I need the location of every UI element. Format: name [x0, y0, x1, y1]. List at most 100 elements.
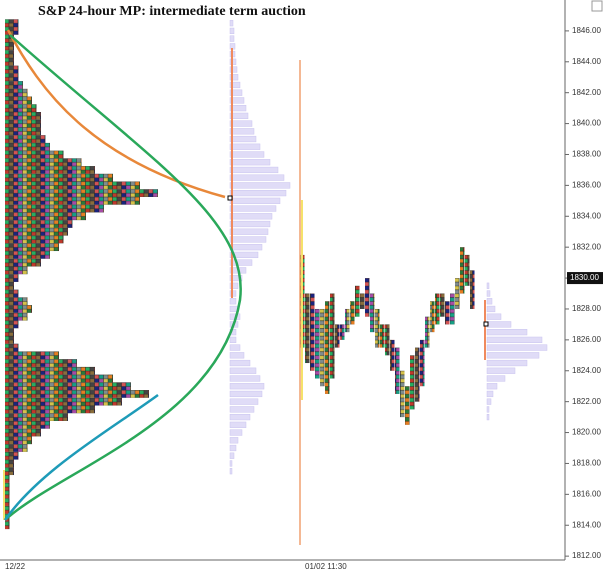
volume-bar — [229, 182, 291, 189]
volume-bar — [486, 282, 490, 289]
volume-bar — [229, 143, 261, 150]
y-tick-label: 1812.00 — [572, 551, 601, 560]
volume-bar — [229, 259, 253, 266]
volume-bar — [229, 89, 243, 96]
volume-bar — [229, 197, 281, 204]
volume-bar — [486, 359, 528, 367]
tpo-column — [375, 308, 380, 348]
volume-bar — [486, 329, 528, 336]
x-tick-label: 01/02 11:30 — [305, 562, 347, 571]
tpo-column — [420, 339, 425, 387]
tpo-column — [405, 386, 410, 425]
volume-bar — [486, 298, 493, 305]
tpo-row — [5, 196, 140, 205]
volume-bar — [229, 298, 237, 305]
fit-curve — [4, 34, 242, 521]
tpo-row — [5, 297, 28, 306]
tpo-column — [310, 293, 315, 371]
tpo-row — [5, 490, 10, 499]
tpo-row — [5, 351, 59, 360]
tpo-column — [415, 347, 420, 402]
tpo-column — [450, 293, 455, 325]
tpo-column — [435, 293, 440, 325]
tpo-row — [5, 320, 19, 329]
volume-bar — [229, 97, 245, 104]
tpo-row — [5, 305, 32, 313]
volume-bar — [229, 66, 238, 73]
tpo-row — [5, 397, 122, 406]
tpo-column — [335, 324, 340, 348]
tpo-row — [5, 220, 73, 228]
tpo-column — [395, 347, 400, 394]
volume-bar — [229, 251, 259, 259]
volume-bar — [229, 406, 255, 413]
tpo-row — [5, 467, 14, 476]
tpo-column — [320, 308, 325, 387]
volume-bar — [486, 367, 516, 374]
tpo-column — [380, 324, 385, 348]
volume-bar — [229, 120, 253, 127]
volume-bar — [486, 390, 494, 398]
tpo-column — [370, 293, 375, 333]
tpo-row — [5, 181, 140, 190]
volume-bar — [229, 274, 243, 282]
volume-bar — [229, 452, 235, 459]
volume-bar — [229, 421, 247, 428]
tpo-row — [5, 127, 41, 136]
tpo-row — [5, 343, 19, 352]
tpo-column — [305, 293, 310, 364]
tpo-column — [340, 324, 345, 340]
settings-button[interactable] — [591, 0, 603, 12]
volume-bar — [229, 375, 261, 382]
tpo-column — [325, 301, 330, 394]
volume-bar — [229, 174, 285, 181]
volume-bar — [229, 468, 233, 475]
x-tick-label: 12/22 — [5, 562, 26, 571]
volume-bar — [229, 398, 259, 405]
tpo-row — [5, 505, 10, 514]
y-tick-label: 1826.00 — [572, 335, 601, 344]
tpo-column — [440, 293, 445, 317]
tpo-row — [5, 81, 23, 89]
volume-bar — [486, 398, 492, 405]
y-tick-label: 1822.00 — [572, 397, 601, 406]
tpo-column — [470, 270, 475, 309]
tpo-row — [5, 390, 149, 398]
volume-bar — [486, 352, 540, 359]
tpo-column — [455, 278, 460, 309]
volume-bar — [229, 81, 241, 89]
volume-bar — [229, 35, 235, 42]
volume-bar — [229, 105, 247, 112]
tpo-column — [365, 278, 370, 317]
tpo-row — [5, 104, 37, 112]
tpo-row — [5, 521, 10, 530]
tpo-row — [5, 243, 59, 252]
chart-title: S&P 24-hour MP: intermediate term auctio… — [38, 4, 306, 19]
volume-bar — [486, 413, 490, 421]
volume-bar — [229, 20, 234, 27]
tpo-row — [5, 34, 14, 43]
tpo-column — [355, 285, 360, 317]
tpo-row — [5, 173, 113, 182]
tpo-row — [5, 19, 19, 28]
tpo-row — [5, 212, 86, 221]
tpo-row — [5, 142, 50, 151]
volume-bar — [486, 336, 543, 343]
tpo-row — [5, 227, 68, 236]
tpo-row — [5, 336, 14, 344]
y-tick-label: 1834.00 — [572, 211, 601, 220]
y-tick-label: 1832.00 — [572, 242, 601, 251]
volume-bar — [229, 444, 237, 452]
volume-bar — [486, 305, 496, 313]
volume-bar — [229, 228, 269, 235]
volume-bar — [229, 413, 251, 421]
volume-bar — [229, 205, 277, 212]
tpo-row — [5, 289, 19, 298]
tpo-row — [5, 475, 10, 483]
volume-bar — [229, 213, 273, 220]
tpo-column — [410, 355, 415, 410]
tpo-row — [5, 420, 50, 429]
tpo-row — [5, 251, 50, 259]
poc-marker — [227, 195, 233, 201]
